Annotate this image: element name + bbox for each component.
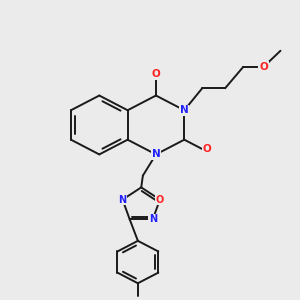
Text: O: O — [152, 69, 160, 79]
Text: O: O — [202, 144, 211, 154]
Text: O: O — [259, 62, 268, 72]
Text: N: N — [118, 195, 127, 205]
Text: N: N — [149, 214, 157, 224]
Text: N: N — [180, 105, 189, 115]
Text: O: O — [156, 195, 164, 205]
Text: N: N — [152, 149, 160, 159]
